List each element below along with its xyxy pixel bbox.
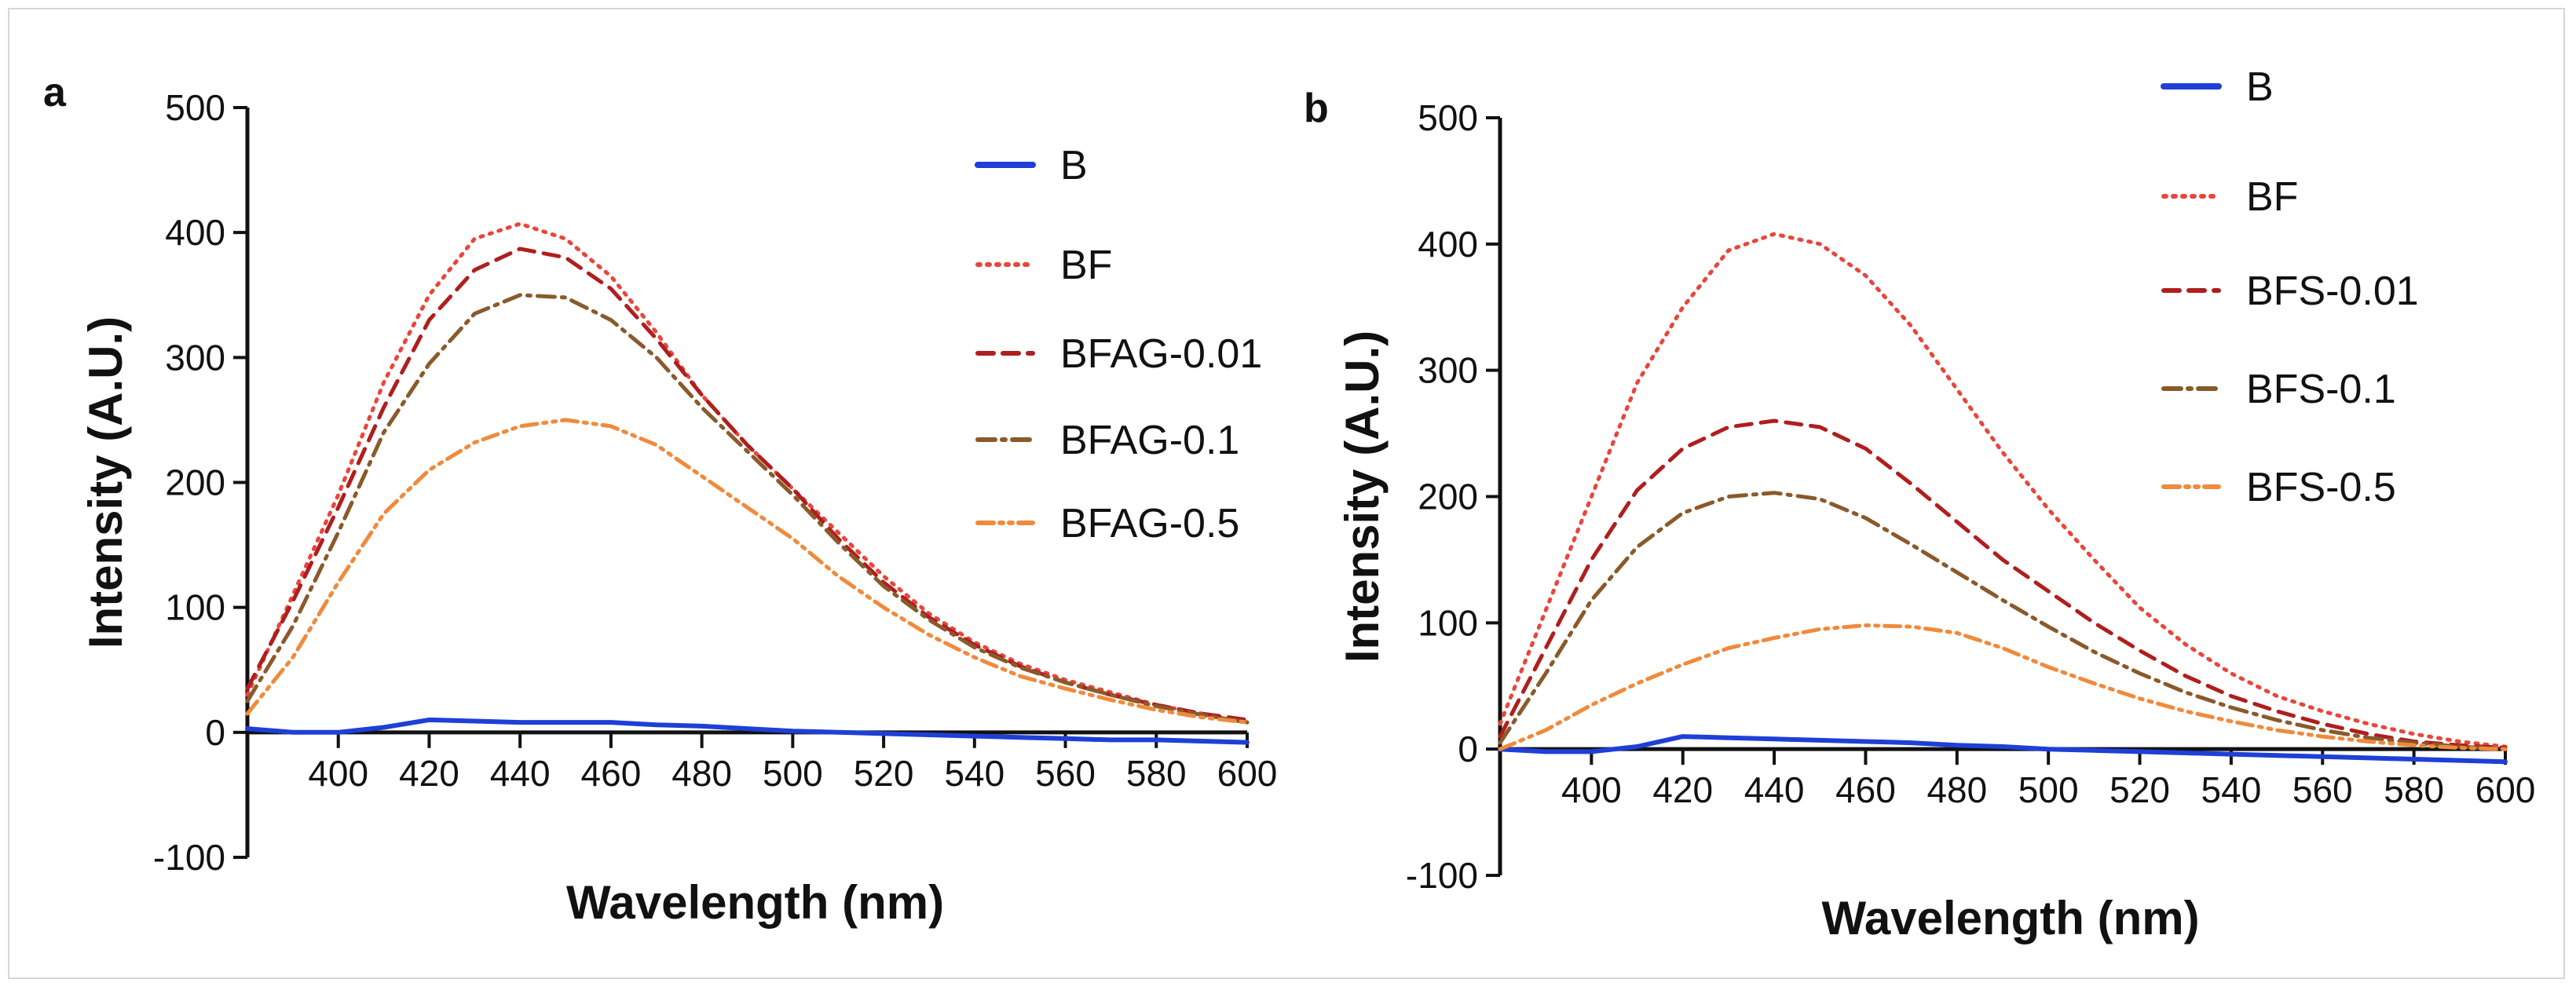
- x-tick-label: 480: [671, 753, 732, 794]
- series-line-bfag-0-5: [245, 418, 1250, 725]
- x-axis-title: Wavelength (nm): [1821, 892, 2199, 944]
- x-tick-label: 520: [854, 753, 914, 794]
- y-tick-label: 500: [165, 87, 225, 128]
- x-tick-label: 560: [1035, 753, 1096, 794]
- y-tick-label: 300: [1418, 350, 1478, 391]
- legend-label: B: [1060, 143, 1088, 188]
- x-tick-label: 420: [399, 753, 459, 794]
- series-line-b: [245, 717, 1250, 745]
- legend-label: BFAG-0.01: [1060, 331, 1262, 377]
- x-tick-label: 600: [1217, 753, 1278, 794]
- x-tick-label: 480: [1927, 769, 1987, 810]
- figure-frame: [8, 8, 2565, 979]
- series-line-bf: [245, 221, 1250, 725]
- x-tick-label: 440: [1744, 769, 1805, 810]
- y-tick-label: 0: [1458, 729, 1478, 769]
- y-tick-label: 0: [205, 712, 225, 753]
- x-tick-label: 440: [490, 753, 551, 794]
- x-tick-label: 460: [1835, 769, 1896, 810]
- series-line-bfs-0-5: [1498, 623, 2508, 751]
- y-tick-label: 200: [1418, 477, 1478, 517]
- chart-panel-a: a -100 0 100 200 300 400 500 400 420 440 460 480 500 5…: [43, 70, 1277, 929]
- x-tick-label: 580: [1126, 753, 1187, 794]
- y-tick-label: 100: [1418, 602, 1478, 643]
- legend-label: B: [2246, 64, 2274, 110]
- series-line-bfs-0-01: [1498, 418, 2508, 751]
- y-tick-label: 400: [1418, 224, 1478, 265]
- series-line-bf: [1498, 232, 2508, 749]
- y-tick-label: -100: [1406, 855, 1478, 896]
- panel-letter: b: [1304, 86, 1329, 131]
- legend-label: BFS-0.1: [2246, 367, 2396, 412]
- legend-label: BFS-0.5: [2246, 465, 2396, 510]
- legend-label: BF: [1060, 243, 1112, 288]
- x-axis-title: Wavelength (nm): [566, 876, 944, 929]
- x-tick-label: 560: [2292, 769, 2353, 810]
- x-tick-label: 580: [2384, 769, 2444, 810]
- series-line-b: [1498, 734, 2508, 765]
- x-tick-label: 500: [2018, 769, 2079, 810]
- series-line-bfs-0-1: [1498, 491, 2508, 751]
- legend-label: BFAG-0.5: [1060, 501, 1239, 546]
- x-tick-label: 520: [2109, 769, 2170, 810]
- legend-label: BFS-0.01: [2246, 269, 2419, 314]
- x-tick-label: 400: [308, 753, 368, 794]
- legend-label: BF: [2246, 174, 2298, 220]
- y-tick-label: -100: [153, 837, 225, 878]
- y-tick-label: 300: [165, 337, 225, 378]
- x-tick-label: 540: [2201, 769, 2262, 810]
- x-tick-label: 600: [2475, 769, 2536, 810]
- x-tick-label: 400: [1561, 769, 1622, 810]
- y-axis-title: Intensity (A.U.): [79, 316, 132, 648]
- x-tick-label: 460: [581, 753, 642, 794]
- panel-letter: a: [43, 70, 67, 115]
- legend-label: BFAG-0.1: [1060, 418, 1239, 463]
- y-tick-label: 500: [1418, 97, 1478, 138]
- x-tick-label: 500: [763, 753, 823, 794]
- chart-panel-b: b -100 0 100 200 300 400 500 400 420 440 460 480 500 5…: [1304, 64, 2535, 944]
- series-line-bfag-0-01: [245, 247, 1250, 722]
- x-tick-label: 540: [944, 753, 1004, 794]
- y-tick-label: 400: [165, 212, 225, 253]
- y-tick-label: 100: [165, 587, 225, 628]
- series-line-bfag-0-1: [245, 293, 1250, 725]
- y-axis-title: Intensity (A.U.): [1336, 331, 1389, 663]
- x-tick-label: 420: [1652, 769, 1713, 810]
- y-tick-label: 200: [165, 462, 225, 503]
